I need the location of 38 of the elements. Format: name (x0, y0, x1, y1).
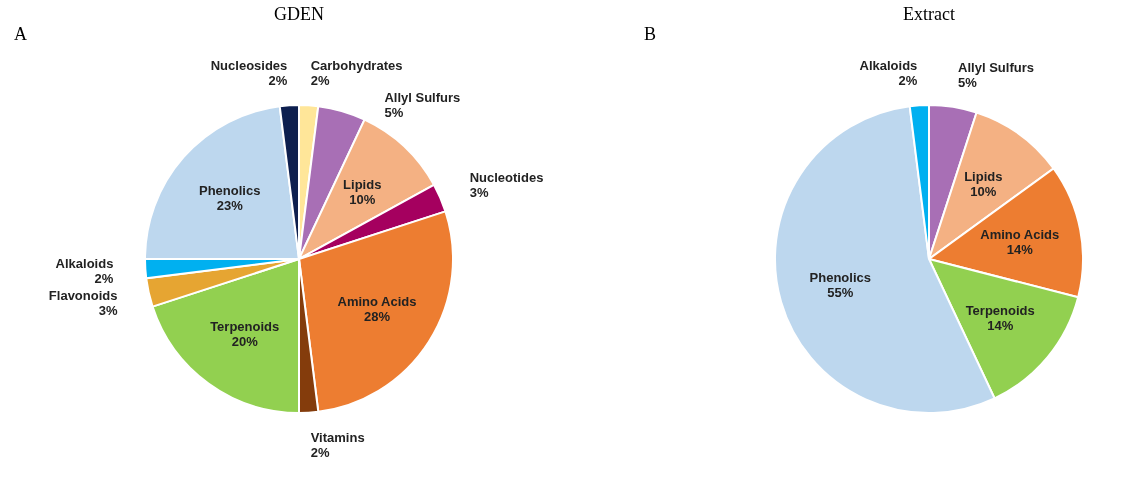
chart-title: GDEN (274, 4, 324, 24)
slice-label: Phenolics (809, 269, 871, 285)
slice-label: Vitamins (310, 429, 365, 445)
slice-label: Nucleosides (210, 58, 288, 74)
slice-label: Allyl Sulfurs (958, 60, 1034, 76)
data-label: 3% (98, 302, 118, 318)
slice-label: Allyl Sulfurs (384, 90, 461, 106)
slice-label: Phenolics (198, 182, 261, 198)
slice-label: Flavonoids (48, 287, 118, 303)
slice-label: Amino Acids (337, 293, 417, 309)
data-label: 3% (469, 185, 489, 201)
data-label: 28% (364, 308, 391, 324)
data-label: 5% (958, 75, 978, 91)
slice-label: Amino Acids (980, 226, 1060, 242)
data-label: 2% (310, 444, 330, 460)
data-label: 10% (349, 191, 376, 207)
slice-label: Alkaloids (55, 255, 114, 271)
data-label: 2% (94, 270, 114, 286)
text: B (644, 24, 657, 44)
data-label: 2% (898, 73, 918, 89)
slice-label: Terpenoids (965, 302, 1035, 318)
data-label: 23% (216, 197, 244, 213)
slice-label: Carbohydrates (310, 58, 403, 74)
slice-label: Nucleotides (469, 170, 544, 186)
data-label: 20% (231, 333, 259, 349)
data-label: 10% (970, 184, 997, 200)
data-label: 14% (987, 317, 1014, 333)
chart-title: Extract (903, 4, 955, 24)
data-label: 14% (1006, 241, 1034, 257)
text: A (14, 24, 27, 44)
data-label: 2% (310, 73, 330, 89)
data-label: 55% (827, 284, 854, 300)
slice-label: Terpenoids (210, 318, 280, 334)
data-label: 5% (384, 105, 404, 121)
data-label: 2% (268, 73, 288, 89)
slice-label: Lipids (343, 176, 382, 192)
slice-label: Alkaloids (859, 58, 918, 74)
slice-label: Lipids (964, 169, 1003, 185)
